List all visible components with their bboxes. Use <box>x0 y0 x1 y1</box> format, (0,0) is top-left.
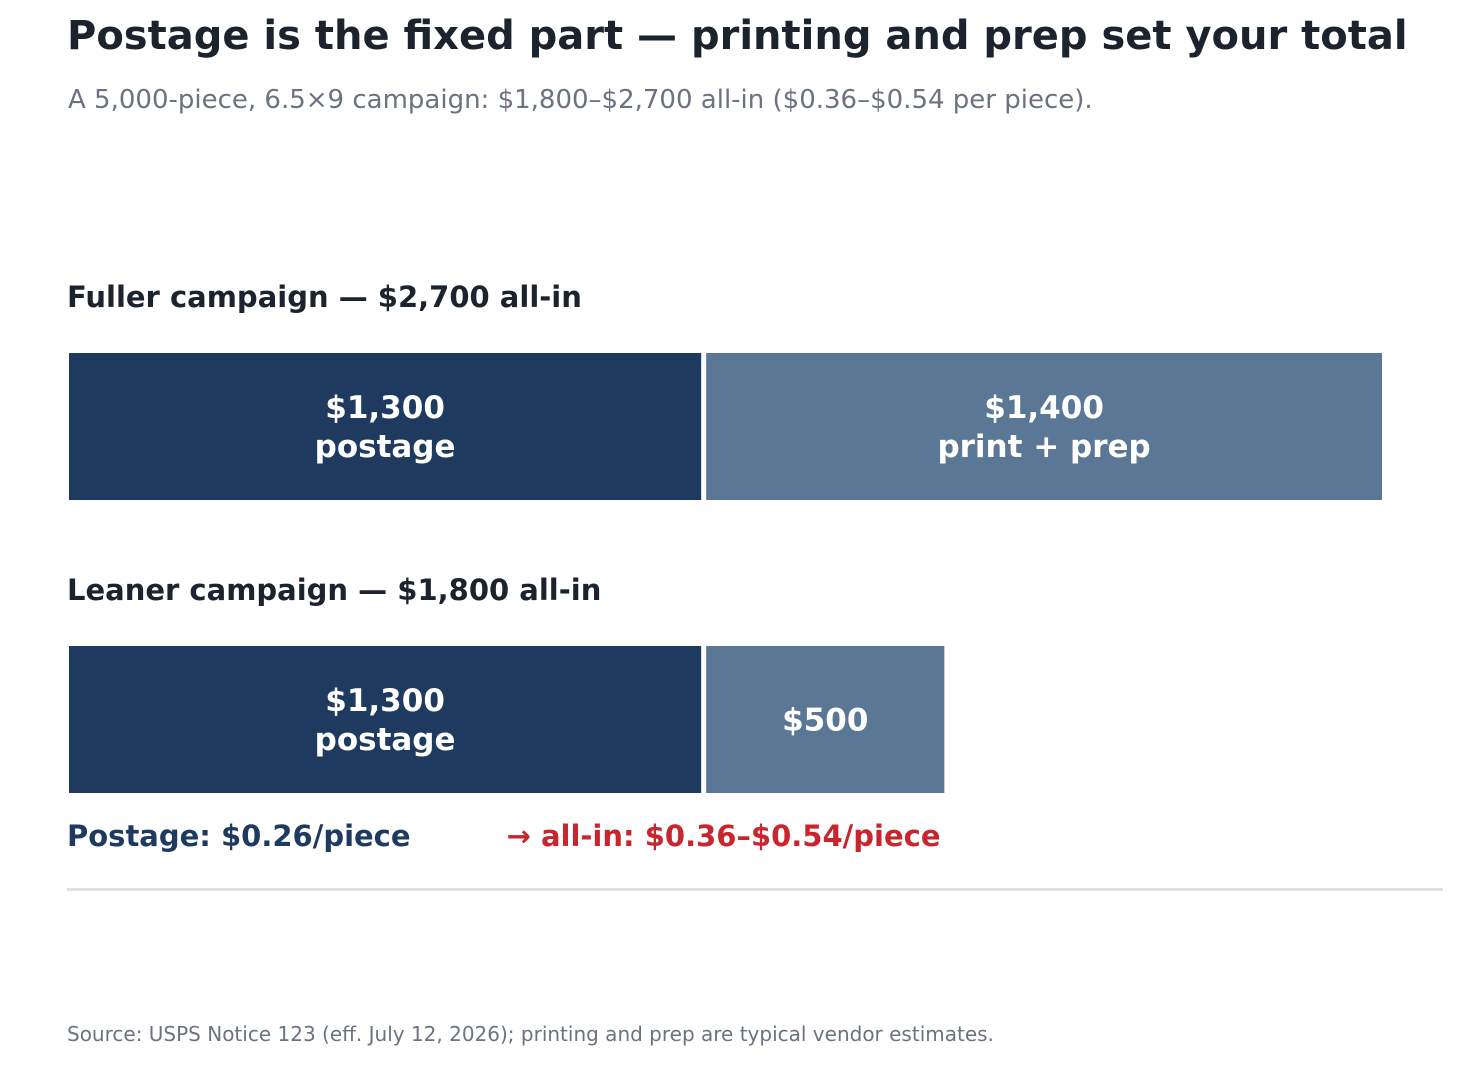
stacked-bar-chart: Fuller campaign — $2,700 all-in$1,300pos… <box>67 280 1382 793</box>
segment-label: $1,300 <box>325 683 445 719</box>
divider <box>67 888 1443 891</box>
postage-per-piece: Postage: $0.26/piece <box>67 819 411 853</box>
segment-label: print + prep <box>937 429 1150 465</box>
segment-label: $500 <box>782 703 868 739</box>
segment-label: $1,300 <box>325 390 445 426</box>
segment-label: $1,400 <box>984 390 1104 426</box>
group-label: Fuller campaign — $2,700 all-in <box>67 280 582 314</box>
bar-segment-postage <box>69 353 702 500</box>
chart-subtitle: A 5,000-piece, 6.5×9 campaign: $1,800–$2… <box>68 85 1093 115</box>
bar-segment-postage <box>69 646 702 793</box>
segment-label: postage <box>315 722 456 758</box>
bar-segment-print-prep <box>706 353 1382 500</box>
chart-title: Postage is the fixed part — printing and… <box>67 13 1408 59</box>
allin-per-piece: → all-in: $0.36–$0.54/piece <box>506 819 941 853</box>
per-piece-callout: Postage: $0.26/piece → all-in: $0.36–$0.5… <box>67 816 941 856</box>
group-label: Leaner campaign — $1,800 all-in <box>67 573 601 607</box>
segment-label: postage <box>315 429 456 465</box>
bar-segment-print-prep <box>706 646 945 793</box>
source-note: Source: USPS Notice 123 (eff. July 12, 2… <box>67 1022 994 1046</box>
